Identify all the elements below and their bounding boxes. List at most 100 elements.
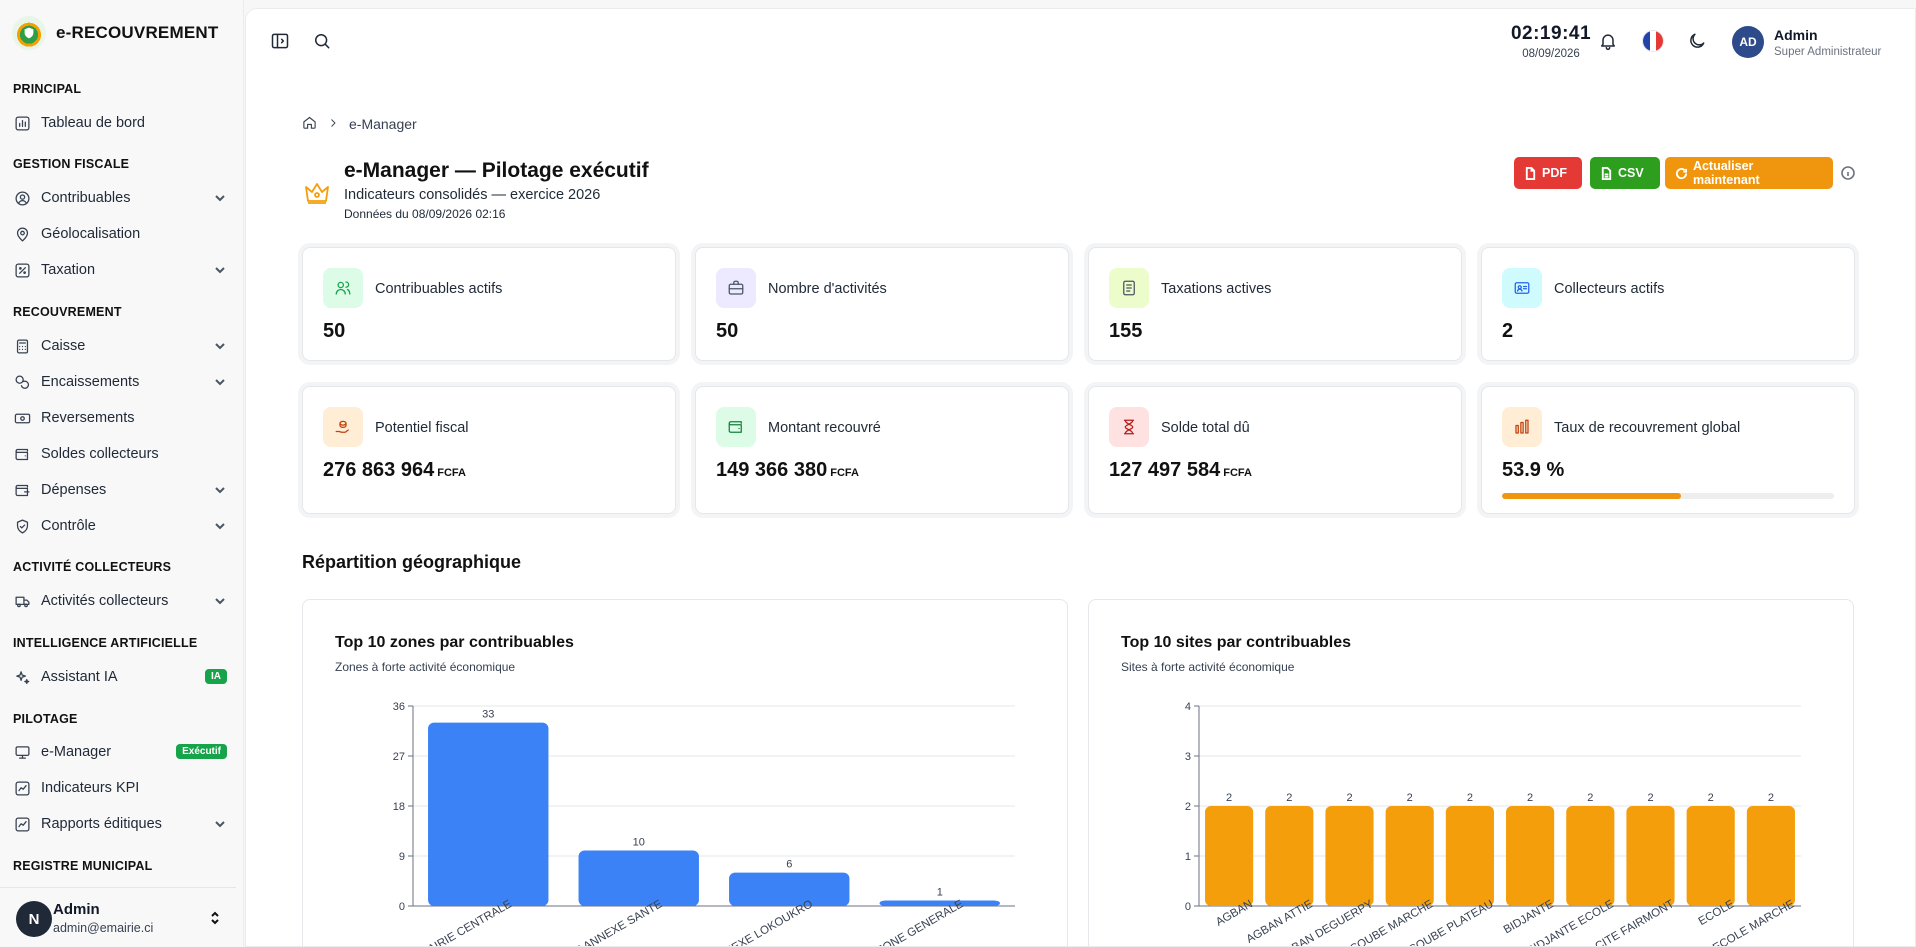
calculator-icon [13,337,31,355]
kpi-value: 2 [1502,320,1514,342]
sidebar-item-e-manager[interactable]: e-Manager Exécutif [13,738,227,766]
sidebar-item-label: Taxation [41,262,96,278]
sites-bar[interactable] [1686,806,1735,906]
sidebar-item-taxation[interactable]: Taxation [13,256,227,284]
zones-bar[interactable] [578,850,699,906]
export-pdf-button[interactable]: PDF [1514,157,1582,189]
moon-icon[interactable] [1687,31,1709,53]
info-icon[interactable] [1841,166,1855,180]
file-icon [1525,166,1536,180]
sites-bar-value-label: 2 [1226,792,1232,804]
sidebar: e-RECOUVREMENT PRINCIPAL Tableau de bord… [0,0,244,947]
refresh-button[interactable]: Actualiser maintenant [1665,157,1833,189]
percent-icon [13,261,31,279]
hourglass-icon [1109,407,1149,447]
sidebar-item-geolocalisation[interactable]: Géolocalisation [13,220,227,248]
bar-chart-icon [1502,407,1542,447]
section-principal: PRINCIPAL [13,82,82,96]
chevron-down-icon [213,339,227,353]
sidebar-item-controle[interactable]: Contrôle [13,512,227,540]
section-activite-collecteurs: ACTIVITÉ COLLECTEURS [13,560,172,574]
sites-bar-value-label: 2 [1587,792,1593,804]
chart-icon [13,114,31,132]
sidebar-item-label: Contrôle [41,518,96,534]
zones-bar[interactable] [729,872,850,906]
zones-bar-value-label: 10 [633,836,645,848]
kpi-label: Potentiel fiscal [375,420,469,436]
chevron-down-icon [213,483,227,497]
zones-bar-value-label: 6 [786,859,792,871]
sites-bar[interactable] [1566,806,1615,906]
zones-bar[interactable] [428,722,549,906]
chevron-down-icon [213,191,227,205]
sidebar-item-label: Encaissements [41,374,140,390]
kpi-value: 53.9 % [1502,459,1565,481]
sites-bar[interactable] [1265,806,1314,906]
zones-bar[interactable] [879,900,1000,906]
section-registre-municipal: REGISTRE MUNICIPAL [13,859,153,873]
search-icon[interactable] [312,31,334,53]
sites-bar[interactable] [1746,806,1795,906]
chevron-right-icon [327,116,339,132]
recovery-progress-bar [1502,493,1834,499]
refresh-icon [1675,167,1688,179]
sidebar-user-menu[interactable]: N Admin admin@emairie.ci [0,887,236,947]
sidebar-item-soldes-collecteurs[interactable]: Soldes collecteurs [13,440,227,468]
export-pdf-label: PDF [1542,166,1567,180]
sidebar-item-depenses[interactable]: Dépenses [13,476,227,504]
sites-bar[interactable] [1325,806,1374,906]
sidebar-item-label: Soldes collecteurs [41,446,159,462]
sites-bar[interactable] [1445,806,1494,906]
y-tick-label: 36 [393,701,405,713]
kpi-card-collecteurs-actifs: Collecteurs actifs 2 [1481,247,1855,361]
user-name[interactable]: Admin [1774,27,1818,43]
sidebar-item-reversements[interactable]: Reversements [13,404,227,432]
sidebar-item-contribuables[interactable]: Contribuables [13,184,227,212]
export-csv-button[interactable]: CSV [1590,157,1660,189]
sidebar-item-indicateurs-kpi[interactable]: Indicateurs KPI [13,774,227,802]
brand[interactable]: e-RECOUVREMENT [12,16,218,50]
shield-check-icon [13,517,31,535]
language-flag-fr-icon[interactable] [1642,30,1664,52]
sidebar-item-encaissements[interactable]: Encaissements [13,368,227,396]
sites-bar-value-label: 2 [1708,792,1714,804]
user-email: admin@emairie.ci [53,921,154,935]
y-tick-label: 0 [399,901,405,913]
section-recouvrement: RECOUVREMENT [13,305,122,319]
user-avatar[interactable]: AD [1732,26,1764,58]
sites-bar-value-label: 2 [1407,792,1413,804]
sidebar-item-caisse[interactable]: Caisse [13,332,227,360]
chevron-down-icon [213,817,227,831]
sites-bar[interactable] [1205,806,1254,906]
y-tick-label: 0 [1185,901,1191,913]
clock: 02:19:41 08/09/2026 [1491,23,1611,60]
section-intelligence-artificielle: INTELLIGENCE ARTIFICIELLE [13,636,198,650]
bell-icon[interactable] [1598,31,1620,53]
sites-bar[interactable] [1506,806,1555,906]
app-title: e-RECOUVREMENT [56,23,219,42]
home-icon[interactable] [302,115,317,133]
kpi-value: 276 863 964 FCFA [323,459,466,481]
sites-bar[interactable] [1626,806,1675,906]
sidebar-item-tableau-de-bord[interactable]: Tableau de bord [13,109,227,137]
sidebar-item-rapports-editiques[interactable]: Rapports éditiques [13,810,227,838]
kpi-value: 50 [323,320,346,342]
chevron-down-icon [213,375,227,389]
monitor-icon [13,743,31,761]
ia-badge: IA [205,669,227,684]
kpi-value: 50 [716,320,739,342]
truck-icon [13,592,31,610]
sidebar-toggle-icon[interactable] [270,31,292,53]
sites-bar-value-label: 2 [1346,792,1352,804]
kpi-value: 127 497 584 FCFA [1109,459,1252,481]
sidebar-item-assistant-ia[interactable]: Assistant IA IA [13,663,227,691]
sites-bar-value-label: 2 [1527,792,1533,804]
trend-icon [13,815,31,833]
sites-bar[interactable] [1385,806,1434,906]
user-name: Admin [53,901,100,918]
sidebar-item-label: e-Manager [41,744,112,760]
sidebar-item-activites-collecteurs[interactable]: Activités collecteurs [13,587,227,615]
document-icon [1109,268,1149,308]
y-tick-label: 27 [393,751,405,763]
